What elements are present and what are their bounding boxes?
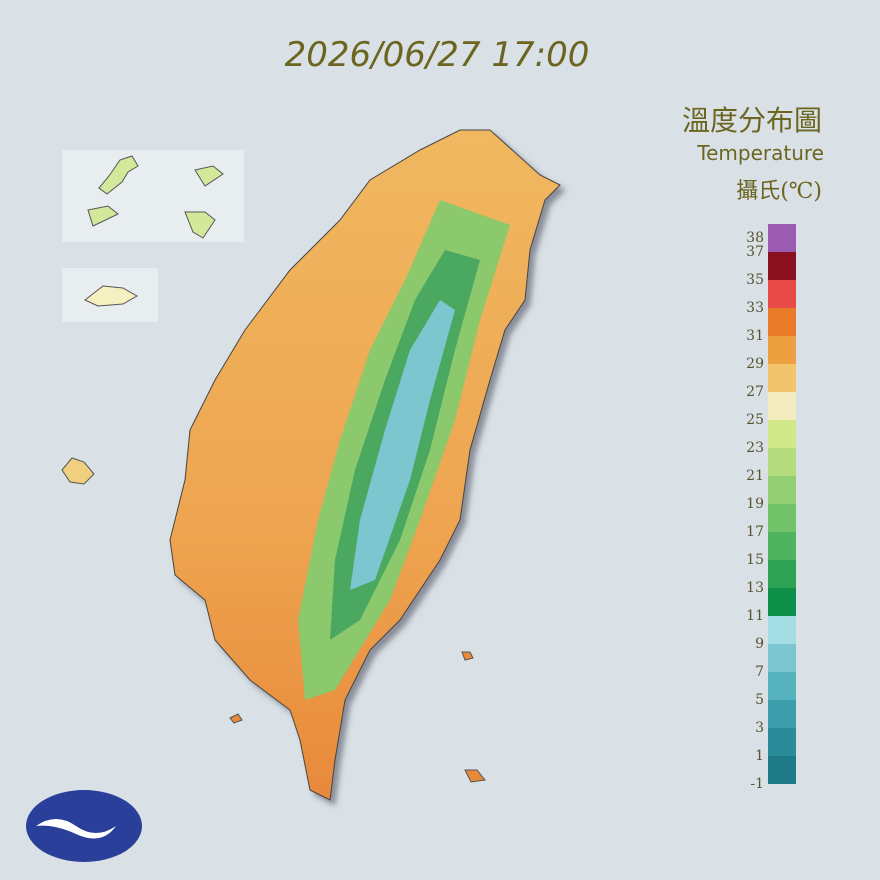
- legend-tick-label: 5: [755, 692, 764, 708]
- legend-swatch: [768, 672, 796, 700]
- island: [229, 651, 486, 783]
- logo: [36, 819, 116, 839]
- mountain-peak: [350, 300, 455, 590]
- legend-tick-label: 19: [746, 496, 764, 512]
- legend-title: 溫度分布圖: [682, 104, 822, 137]
- island: [184, 165, 224, 239]
- legend-tick-label: 31: [746, 328, 764, 344]
- legend-swatch: [768, 308, 796, 336]
- legend-tick-label: -1: [750, 776, 764, 792]
- legend-swatch: [768, 448, 796, 476]
- inset-box: [62, 150, 244, 242]
- legend-swatch: [768, 476, 796, 504]
- legend-tick-label: 15: [746, 552, 764, 568]
- legend-subtitle: Temperature: [696, 141, 824, 165]
- legend-tick-label: 7: [755, 664, 764, 680]
- legend-tick-label: 3: [755, 720, 764, 736]
- legend-swatch: [768, 700, 796, 728]
- legend-swatch: [768, 644, 796, 672]
- legend-swatch: [768, 336, 796, 364]
- legend-tick-label: 21: [746, 468, 764, 484]
- legend-swatch: [768, 616, 796, 644]
- legend-swatch: [768, 560, 796, 588]
- legend-swatch: [768, 392, 796, 420]
- legend-swatch: [768, 532, 796, 560]
- legend-tick-label: 11: [746, 608, 764, 624]
- legend-tick-label: 27: [746, 384, 764, 400]
- island: [84, 285, 139, 307]
- legend-swatch: [768, 588, 796, 616]
- legend-swatch: [768, 420, 796, 448]
- legend-swatch: [768, 756, 796, 784]
- legend-swatch: [768, 224, 796, 252]
- legend-tick-label: 37: [746, 244, 764, 260]
- legend-tick-label: 9: [755, 636, 764, 652]
- legend-tick-label: 23: [746, 440, 764, 456]
- timestamp: 2026/06/27 17:00: [285, 35, 590, 75]
- legend-swatch: [768, 364, 796, 392]
- island: [61, 457, 95, 485]
- legend-swatch: [768, 728, 796, 756]
- legend-tick-label: 25: [746, 412, 764, 428]
- legend-tick-label: 13: [746, 580, 764, 596]
- legend-tick-label: 35: [746, 272, 764, 288]
- island: [87, 155, 139, 227]
- legend-tick-label: 17: [746, 524, 764, 540]
- logo: [26, 790, 142, 862]
- legend-swatch: [768, 252, 796, 280]
- legend-tick-label: 1: [755, 748, 764, 764]
- legend-tick-label: 29: [746, 356, 764, 372]
- legend-tick-label: 33: [746, 300, 764, 316]
- legend-swatch: [768, 504, 796, 532]
- legend-swatch: [768, 280, 796, 308]
- legend-unit: 攝氏(℃): [736, 179, 822, 204]
- legend-tick-label: 38: [746, 230, 764, 246]
